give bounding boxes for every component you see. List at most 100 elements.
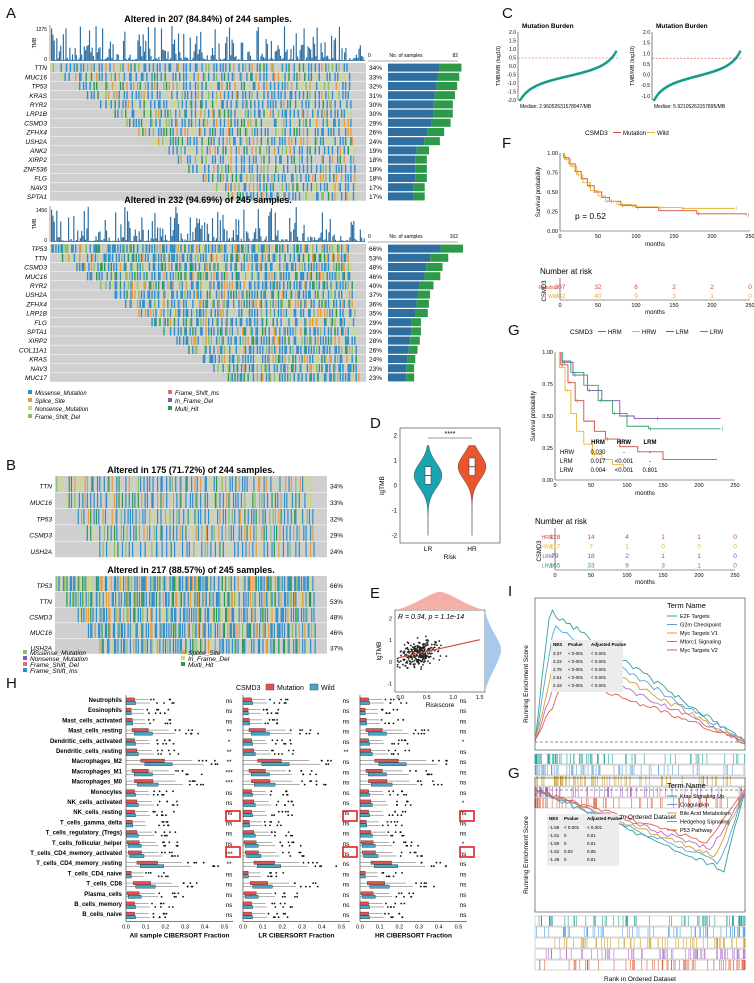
mutation-cell — [265, 576, 267, 592]
mutation-cell — [206, 541, 209, 558]
mutation-cell — [263, 592, 265, 607]
mutation-cell — [248, 638, 250, 654]
mutation-cell — [255, 509, 257, 525]
mutation-cell — [143, 576, 145, 592]
tmb-bar — [227, 59, 229, 61]
mutation-cell — [155, 592, 158, 607]
mutation-cell — [344, 183, 347, 192]
gene-frequency: 29% — [369, 320, 382, 327]
mutation-cell — [160, 109, 162, 118]
box-significance: ns — [343, 698, 351, 705]
mutation-cell — [248, 253, 251, 262]
mutation-cell — [171, 290, 173, 299]
tmb-bar — [286, 49, 288, 61]
mutation-cell — [263, 155, 265, 164]
mutation-cell — [113, 638, 116, 654]
mutation-cell — [306, 336, 309, 345]
mutation-cell — [342, 299, 344, 308]
pval-header: HRW — [617, 440, 632, 446]
mutation-cell — [93, 492, 95, 509]
mutation-cell — [244, 183, 247, 192]
mutation-cell — [275, 155, 277, 164]
mutation-cell — [157, 638, 159, 654]
mutation-cell — [338, 262, 340, 272]
mutation-cell — [102, 607, 104, 623]
box-outlier — [289, 742, 292, 745]
mutation-cell — [125, 272, 127, 281]
mutation-cell — [188, 623, 190, 638]
mutation-cell — [265, 308, 268, 318]
mutation-cell — [340, 164, 343, 173]
mutation-cell — [327, 91, 330, 100]
mutation-cell — [211, 109, 214, 118]
mutation-cell — [230, 100, 232, 109]
mutation-cell — [318, 72, 320, 81]
mutation-cell — [221, 336, 223, 345]
tmb-bar — [304, 59, 306, 61]
mutation-cell — [222, 137, 224, 146]
mutation-cell — [340, 173, 343, 183]
mutation-cell — [280, 272, 282, 281]
box-significance: ns — [226, 882, 234, 889]
tmb-bar — [68, 59, 70, 61]
tmb-bar — [163, 50, 165, 61]
mutation-cell — [314, 253, 317, 262]
mutation-cell — [302, 476, 304, 492]
mutation-cell — [194, 253, 197, 262]
mutation-cell — [277, 146, 280, 155]
scatter-point — [414, 645, 417, 648]
mutation-cell — [91, 623, 93, 638]
cell-type-label: Macrophages_M1 — [72, 769, 123, 775]
mutation-cell — [235, 155, 238, 164]
risk-value: 18 — [587, 553, 595, 560]
tmb-bar — [70, 238, 72, 242]
scatter-xlabel: Riskscore — [426, 702, 455, 709]
mutation-cell — [126, 81, 128, 91]
mutation-cell — [198, 244, 201, 253]
tmb-bar — [52, 215, 54, 242]
tmb-bar — [151, 221, 153, 242]
tmb-bar — [340, 236, 342, 242]
mutation-cell — [244, 525, 246, 541]
tmb-bar — [88, 30, 91, 61]
mutation-cell — [161, 476, 163, 492]
tmb-bar — [327, 55, 329, 61]
mutation-cell — [121, 253, 123, 262]
tmb-bar — [179, 240, 181, 242]
mutation-cell — [193, 607, 195, 623]
mutation-cell — [248, 183, 251, 192]
mutation-cell — [131, 100, 134, 109]
mutation-cell — [329, 164, 331, 173]
mutation-cell — [131, 91, 134, 100]
mutation-cell — [119, 290, 122, 299]
mutation-cell — [321, 373, 323, 382]
mutation-cell — [151, 541, 153, 558]
mutation-cell — [322, 244, 324, 253]
mutation-cell — [210, 281, 213, 290]
mutation-cell — [227, 91, 230, 100]
mutation-cell — [342, 281, 344, 290]
mutation-cell — [339, 308, 342, 318]
mutation-cell — [144, 272, 147, 281]
mutation-cell — [339, 281, 342, 290]
mutation-cell — [192, 262, 194, 272]
mutation-cell — [283, 327, 285, 336]
pval-cell: 0.017 — [590, 459, 606, 465]
tmb-ylabel: TMB — [32, 218, 38, 229]
mutation-cell — [288, 299, 290, 308]
mutation-cell — [340, 253, 343, 262]
mutation-cell — [197, 91, 199, 100]
gene-bar-multihit — [411, 318, 421, 327]
mutation-cell — [105, 91, 107, 100]
mutation-cell — [313, 592, 315, 607]
mutation-cell — [238, 354, 240, 364]
tmb-bar — [268, 215, 270, 242]
tmb-bar — [238, 219, 240, 242]
mutation-cell — [234, 336, 236, 345]
scatter-point — [421, 655, 424, 657]
box-outlier — [146, 708, 149, 711]
mutation-cell — [306, 576, 308, 592]
mutation-cell — [318, 253, 320, 262]
mutation-cell — [333, 173, 335, 183]
box-outlier — [162, 902, 165, 905]
